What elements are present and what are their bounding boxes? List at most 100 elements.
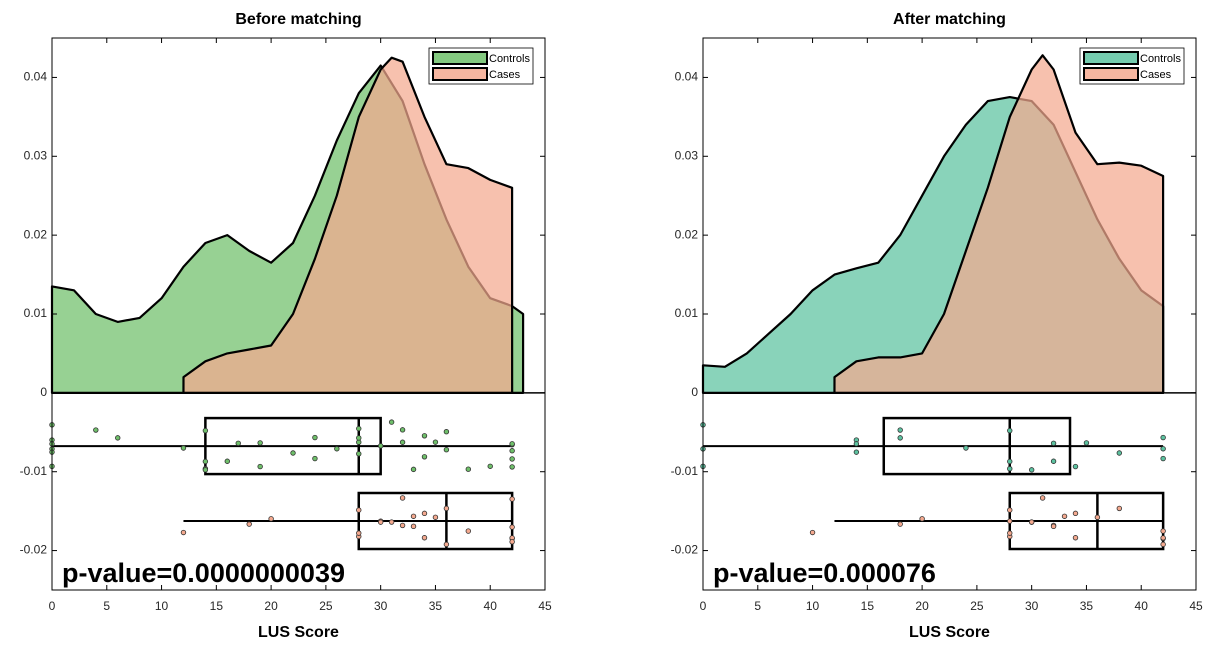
- jitter-point: [388, 519, 395, 525]
- jitter-point: [246, 521, 252, 527]
- jitter-point: [443, 447, 450, 453]
- x-tick-label: 40: [1135, 599, 1149, 613]
- x-tick-label: 35: [1080, 599, 1094, 613]
- jitter-point: [421, 535, 428, 541]
- jitter-point: [509, 448, 515, 454]
- y-tick-label: -0.01: [20, 464, 48, 478]
- y-tick-label: 0.02: [24, 227, 48, 241]
- jitter-point: [1072, 535, 1079, 541]
- jitter-point: [1160, 535, 1166, 541]
- jitter-point: [268, 516, 274, 522]
- density-area: [182, 56, 514, 394]
- jitter-point: [487, 463, 493, 469]
- jitter-point: [963, 445, 969, 451]
- jitter-point: [509, 524, 515, 530]
- jitter-point: [1050, 458, 1057, 464]
- jitter-point: [356, 425, 362, 432]
- x-tick-label: 15: [861, 599, 875, 613]
- x-tick-label: 45: [1189, 599, 1203, 613]
- jitter-point: [377, 443, 384, 449]
- x-tick-label: 20: [264, 599, 278, 613]
- jitter-point: [853, 449, 860, 455]
- y-tick-label: 0.01: [675, 306, 699, 320]
- jitter-point: [509, 456, 515, 462]
- y-tick-label: -0.02: [671, 543, 699, 557]
- legend-swatch: [432, 67, 488, 81]
- x-tick-label: 5: [103, 599, 110, 613]
- x-tick-label: 5: [754, 599, 761, 613]
- jitter-point: [399, 439, 406, 445]
- y-tick-label: 0: [40, 385, 47, 399]
- jitter-point: [257, 440, 263, 446]
- x-tick-label: 10: [806, 599, 820, 613]
- legend-label: Cases: [1140, 69, 1172, 81]
- jitter-point: [465, 528, 472, 534]
- jitter-point: [443, 505, 450, 512]
- y-tick-label: 0.01: [24, 306, 48, 320]
- y-tick-label: 0.03: [24, 148, 48, 162]
- jitter-point: [377, 519, 384, 525]
- jitter-point: [399, 522, 406, 529]
- y-tick-label: 0.02: [675, 227, 699, 241]
- jitter-point: [356, 435, 362, 441]
- jitter-point: [410, 513, 417, 519]
- jitter-point: [1116, 450, 1123, 456]
- jitter-point: [1160, 455, 1166, 462]
- x-tick-label: 40: [484, 599, 498, 613]
- jitter-point: [1072, 510, 1079, 517]
- jitter-point: [180, 445, 187, 451]
- y-tick-label: 0.03: [675, 148, 699, 162]
- x-tick-label: 0: [49, 599, 56, 613]
- jitter-point: [202, 427, 209, 434]
- jitter-point: [421, 510, 428, 517]
- box: [357, 491, 514, 551]
- jitter-point: [421, 433, 428, 439]
- jitter-point: [897, 521, 903, 527]
- x-tick-label: 25: [319, 599, 333, 613]
- jitter-point: [356, 507, 362, 513]
- jitter-point: [1007, 427, 1013, 434]
- jitter-point: [115, 435, 121, 441]
- jitter-point: [432, 514, 439, 520]
- x-tick-label: 35: [429, 599, 443, 613]
- jitter-point: [919, 516, 925, 522]
- legend-label: Controls: [489, 53, 530, 65]
- jitter-point: [202, 458, 209, 465]
- jitter-point: [1007, 466, 1013, 472]
- y-tick-label: 0: [691, 385, 698, 399]
- legend-swatch: [1083, 67, 1139, 81]
- x-tick-label: 10: [155, 599, 169, 613]
- jitter-point: [509, 496, 515, 502]
- jitter-point: [1083, 440, 1090, 446]
- jitter-point: [1050, 523, 1057, 530]
- jitter-point: [1007, 507, 1013, 513]
- annotation: p-value=0.000076: [713, 558, 936, 588]
- legend-label: Cases: [489, 69, 521, 81]
- jitter-point: [1028, 519, 1035, 525]
- y-tick-label: 0.04: [24, 70, 48, 84]
- x-tick-label: 20: [915, 599, 929, 613]
- legend-swatch: [432, 51, 488, 65]
- x-tick-label: 15: [210, 599, 224, 613]
- jitter-point: [1028, 467, 1035, 473]
- jitter-point: [509, 441, 515, 447]
- jitter-point: [853, 441, 860, 447]
- jitter-point: [1072, 463, 1079, 470]
- jitter-point: [432, 439, 439, 445]
- jitter-point: [312, 455, 318, 462]
- y-tick-label: -0.01: [671, 464, 699, 478]
- annotation: p-value=0.0000000039: [62, 558, 345, 588]
- legend-swatch: [1083, 51, 1139, 65]
- jitter-point: [93, 427, 99, 433]
- x-tick-label: 30: [1025, 599, 1039, 613]
- legend-label: Controls: [1140, 53, 1181, 65]
- x-tick-label: 30: [374, 599, 388, 613]
- jitter-point: [443, 429, 450, 435]
- jitter-point: [1007, 518, 1013, 524]
- jitter-point: [334, 446, 340, 452]
- jitter-point: [399, 427, 406, 433]
- box: [882, 416, 1072, 476]
- x-tick-label: 25: [970, 599, 984, 613]
- chart-title: Before matching: [235, 11, 361, 28]
- jitter-point: [1160, 528, 1166, 534]
